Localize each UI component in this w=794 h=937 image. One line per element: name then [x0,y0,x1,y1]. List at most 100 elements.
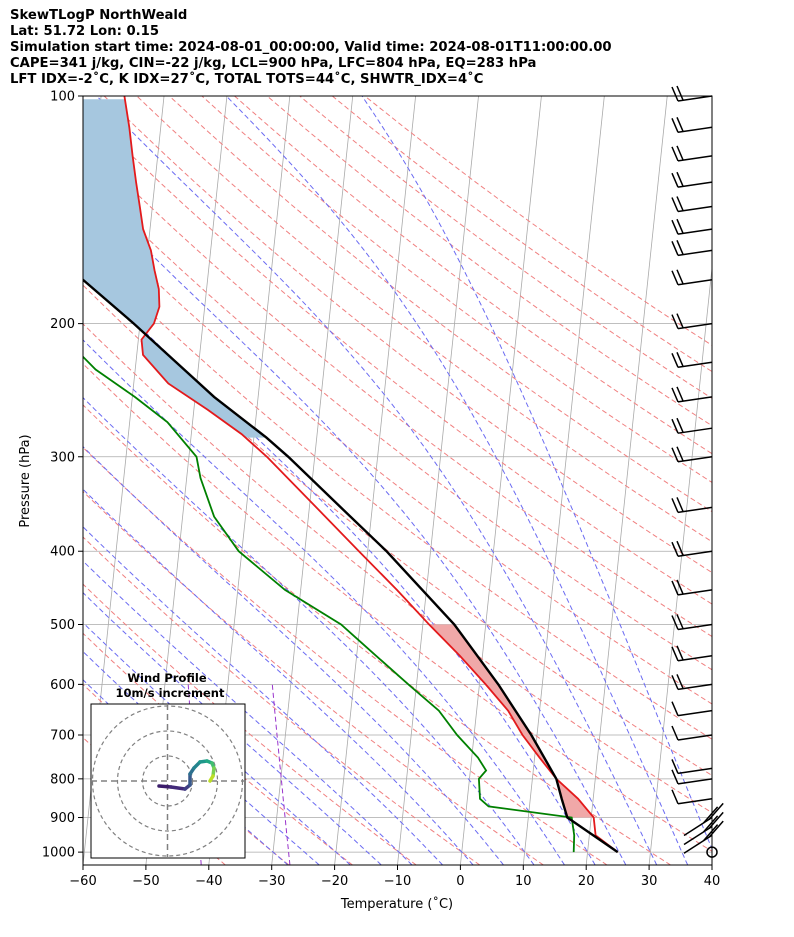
hodograph-ring [116,730,219,832]
y-tick-label: 100 [50,90,75,105]
x-tick-label: 30 [641,874,658,889]
location-text: Lat: 51.72 Lon: 0.15 [10,24,160,39]
dry-adiabat [136,96,712,543]
dry-adiabat [83,363,712,852]
cape-cin-fills [83,99,594,818]
hodograph-segment [157,784,173,789]
dry-adiabat [299,96,712,399]
dry-adiabat [266,96,712,427]
y-tick-label: 700 [50,728,75,743]
x-tick-label: −60 [69,874,96,889]
moist-adiabat [83,185,627,865]
x-tick-label: −30 [258,874,285,889]
dewpoint-line [83,355,576,853]
moist-adiabat [83,622,351,865]
x-tick-label: −50 [132,874,159,889]
dry-adiabat [83,536,481,865]
wind-barb [671,269,713,286]
x-tick-label: 40 [704,874,721,889]
inset-title: Wind Profile [127,671,207,685]
wind-barb [671,789,713,805]
wind-barb [671,85,713,102]
moist-adiabat [83,560,413,865]
temperature-line [123,96,619,853]
cin-region [556,780,594,818]
wind-barb [671,386,713,403]
cape-region [83,99,267,438]
moist-adiabat [225,96,689,865]
y-tick-label: 1000 [42,846,75,861]
dry-adiabat [169,96,712,513]
wind-barb [671,759,713,775]
wind-barb [671,313,713,330]
dry-adiabat [83,490,544,865]
y-axis-ticks: 1000 900 800 700 600 500 400 300 200 100 [42,90,83,861]
isotherm-line [585,96,668,865]
moist-adiabat [83,445,504,865]
hodograph-segment [169,785,187,791]
moist-adiabat [83,650,320,865]
wind-barb [671,417,713,434]
dry-adiabat [83,106,712,605]
wind-barb [671,579,713,596]
profile-lines [83,96,619,854]
stability-indices: LFT IDX=-2˚C, K IDX=27˚C, TOTAL TOTS=44˚… [10,72,484,87]
hodograph-segment [208,774,215,783]
wind-barb [671,171,713,188]
y-tick-label: 800 [50,772,75,787]
dry-adiabat [83,583,417,865]
cape-indices: CAPE=341 j/kg, CIN=-22 j/kg, LCL=900 hPa… [10,56,537,71]
wind-barb [671,674,713,691]
wind-barbs [671,85,724,858]
x-tick-label: −40 [195,874,222,889]
y-tick-label: 600 [50,678,75,693]
dry-adiabat [83,210,712,705]
inset-subtitle: 10m/s increment [116,686,225,700]
wind-barb [671,725,713,741]
background-lines [83,96,712,865]
dry-adiabat [364,96,712,346]
dry-adiabat [83,284,712,777]
wind-profile-inset: Wind Profile 10m/s increment [90,671,246,859]
dry-adiabat [83,246,712,740]
wind-barb [671,769,713,785]
x-axis-label: Temperature (˚C) [340,896,453,912]
mixing-ratio-line [271,684,291,865]
dry-adiabat [234,96,712,455]
moist-adiabat [83,526,443,865]
y-tick-label: 900 [50,811,75,826]
wind-barb [671,117,713,134]
wind-barb [671,218,713,235]
y-tick-label: 300 [50,450,75,465]
y-tick-label: 500 [50,618,75,633]
time-text: Simulation start time: 2024-08-01_00:00:… [10,40,612,55]
dry-adiabat [83,323,712,814]
isotherm-line [648,264,712,865]
dry-adiabat [83,446,608,865]
moist-adiabat [83,396,535,865]
isotherm-line [334,96,417,865]
isotherm-line [397,96,479,865]
x-axis-ticks: −60 −50 −40 −30 −20 −10 0 10 20 30 40 [69,865,720,889]
moist-adiabat [361,96,712,851]
dry-adiabat [83,174,712,671]
parcel-line [83,278,619,854]
dry-adiabat [83,632,353,865]
x-tick-label: 20 [578,874,595,889]
x-tick-label: −20 [321,874,348,889]
wind-barb [671,701,713,717]
isotherm-line [711,861,712,865]
wind-barb [671,145,713,162]
isotherm-line [460,96,542,865]
chart-title: SkewTLogP NorthWeald [10,8,188,23]
wind-barb [671,614,713,631]
wind-barb [671,645,713,662]
x-tick-label: 0 [456,874,464,889]
wind-barb [671,497,713,514]
y-axis-label: Pressure (hPa) [18,434,33,527]
y-tick-label: 400 [50,545,75,560]
wind-barb [671,196,713,213]
wind-barb [671,540,713,557]
x-tick-label: 10 [515,874,532,889]
